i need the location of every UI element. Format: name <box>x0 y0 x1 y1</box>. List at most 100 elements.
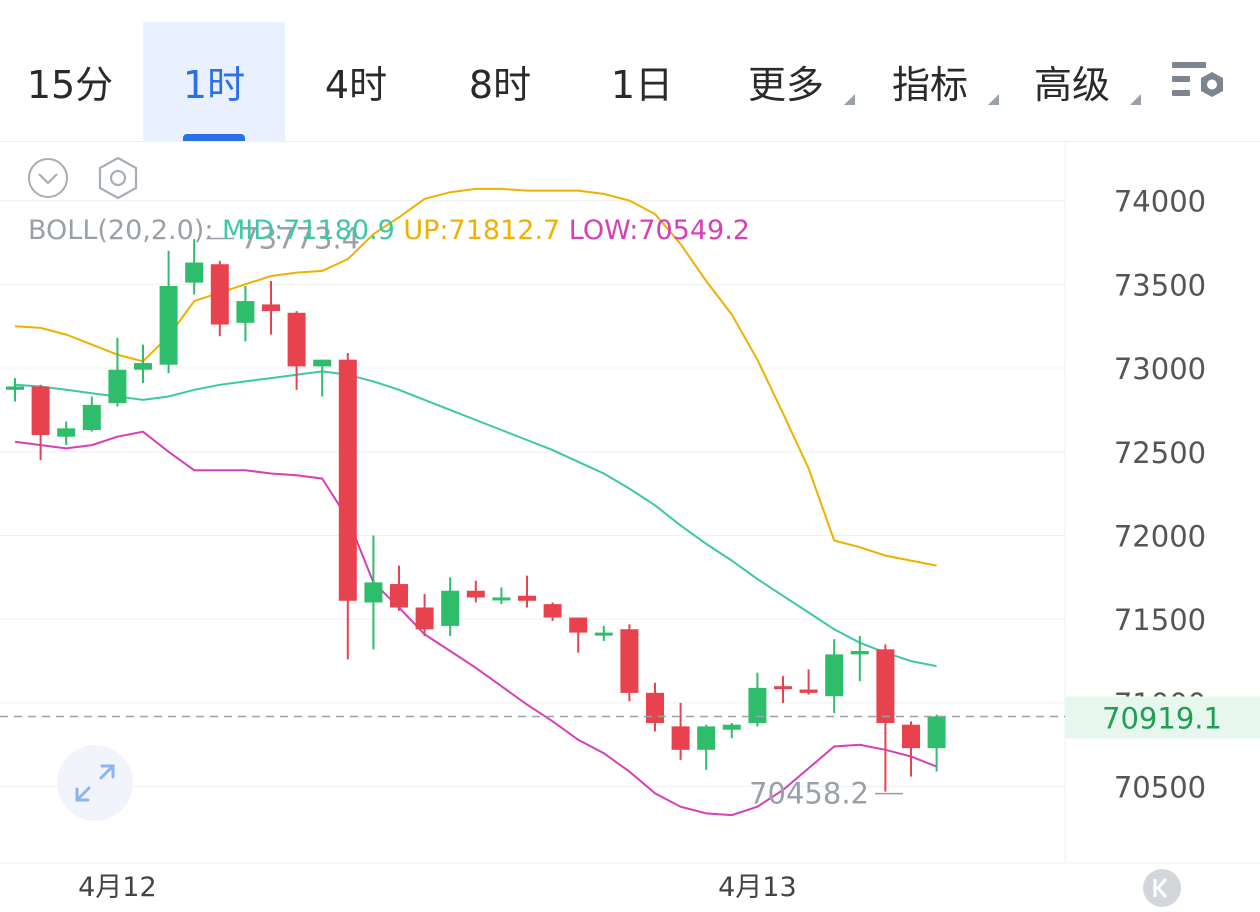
chart-settings-icon[interactable] <box>1170 58 1230 108</box>
candle[interactable] <box>159 250 178 374</box>
tab-label: 指标 <box>891 63 968 107</box>
tab-label: 15分 <box>26 63 114 107</box>
x-tick-label: 4月12 <box>78 872 157 903</box>
candle[interactable] <box>31 384 50 461</box>
tab-7[interactable]: 指标 <box>865 22 999 141</box>
expand-button-bg <box>57 745 133 821</box>
candle-body <box>620 629 639 693</box>
candle-body <box>774 686 792 690</box>
hexagon-center <box>109 169 127 187</box>
candle[interactable] <box>441 577 460 636</box>
dropdown-caret-icon <box>1130 94 1141 105</box>
candle[interactable] <box>774 676 792 703</box>
scroll-button-bg <box>1143 869 1181 907</box>
candle[interactable] <box>313 359 332 397</box>
candle[interactable] <box>364 535 383 650</box>
candle[interactable] <box>57 421 76 446</box>
candle[interactable] <box>185 239 204 295</box>
candle-body <box>825 654 844 697</box>
tab-1[interactable]: 15分 <box>5 22 135 141</box>
candle[interactable] <box>722 723 741 739</box>
boll-name: BOLL(20,2.0): <box>28 215 222 246</box>
chart-grid <box>0 142 1260 864</box>
tab-5[interactable]: 1日 <box>577 22 707 141</box>
candle[interactable] <box>134 344 152 384</box>
y-tick-label: 73000 <box>1114 352 1206 386</box>
candle[interactable] <box>466 580 485 603</box>
candle-body <box>364 582 383 603</box>
candle[interactable] <box>390 565 408 611</box>
y-tick-label: 70500 <box>1114 771 1206 805</box>
candle[interactable] <box>569 617 588 653</box>
candle[interactable] <box>492 587 511 605</box>
candle[interactable] <box>108 337 127 407</box>
candle[interactable] <box>927 714 946 772</box>
tab-6[interactable]: 更多 <box>721 22 855 141</box>
candle-body <box>31 386 50 436</box>
scroll-to-start-button[interactable] <box>1143 869 1181 907</box>
candle-body <box>646 692 664 724</box>
hexagon-settings-icon[interactable] <box>98 156 138 200</box>
candle[interactable] <box>543 602 562 621</box>
candle[interactable] <box>850 635 869 682</box>
candle[interactable] <box>415 594 434 636</box>
tab-label: 1日 <box>610 63 674 107</box>
expand-arrow-ne-shaft <box>99 764 115 780</box>
tab-label: 1时 <box>182 63 246 107</box>
candle[interactable] <box>338 352 357 660</box>
candle-body <box>748 687 767 724</box>
candle-body <box>543 604 562 618</box>
tab-4[interactable]: 8时 <box>435 22 565 141</box>
candle-body <box>287 312 306 367</box>
high-annotation-label: 73773.4 <box>240 222 360 256</box>
candlestick-chart[interactable]: 7050071000715007200072500730007350074000… <box>0 142 1260 912</box>
candle-body <box>82 404 101 430</box>
tab-3[interactable]: 4时 <box>291 22 421 141</box>
expand-arrows-icon <box>75 764 115 802</box>
candle-body <box>415 607 434 630</box>
chevron-down-circle-icon[interactable] <box>28 158 68 198</box>
candles <box>6 239 946 792</box>
candle-body <box>313 359 332 367</box>
candle[interactable] <box>799 669 818 695</box>
mid-band-line <box>14 370 937 668</box>
tab-2[interactable]: 1时 <box>143 22 285 141</box>
candle[interactable] <box>594 625 613 641</box>
boll-mid-value: MID:71180.9 <box>222 215 403 246</box>
candle-body <box>927 716 946 749</box>
candle[interactable] <box>236 286 255 342</box>
candle[interactable] <box>210 260 229 337</box>
candle[interactable] <box>262 280 280 335</box>
candle[interactable] <box>825 639 844 713</box>
y-tick-label: 72500 <box>1114 436 1206 470</box>
chevron-circle <box>28 158 68 198</box>
y-tick-label: 72000 <box>1114 519 1206 553</box>
candle[interactable] <box>518 575 536 608</box>
candle[interactable] <box>287 311 306 390</box>
tab-8[interactable]: 高级 <box>1007 22 1141 141</box>
candle-body <box>134 363 152 370</box>
hexagon-outline <box>98 156 138 200</box>
candle-body <box>159 286 178 365</box>
candle[interactable] <box>748 672 767 727</box>
candle[interactable] <box>82 396 101 432</box>
candle-body <box>185 262 204 283</box>
candle[interactable] <box>876 644 895 792</box>
timeframe-tabs: 15分 1时 4时 8时 1日 更多 指标 高级 <box>0 0 1260 142</box>
candle[interactable] <box>6 378 24 402</box>
y-tick-label: 73500 <box>1114 268 1206 302</box>
candle[interactable] <box>620 624 639 702</box>
current-price-badge <box>1065 696 1260 739</box>
candle[interactable] <box>902 721 920 777</box>
candle-body <box>697 726 716 750</box>
tab-label: 更多 <box>747 63 824 107</box>
candle[interactable] <box>671 702 690 760</box>
candle[interactable] <box>697 724 716 770</box>
tab-label: 高级 <box>1033 63 1110 107</box>
expand-button[interactable] <box>57 745 133 821</box>
dropdown-caret-icon <box>844 94 855 105</box>
candle-body <box>902 724 920 749</box>
candle[interactable] <box>646 682 664 732</box>
tab-label: 4时 <box>324 63 388 107</box>
current-price-label: 70919.1 <box>1102 701 1222 735</box>
